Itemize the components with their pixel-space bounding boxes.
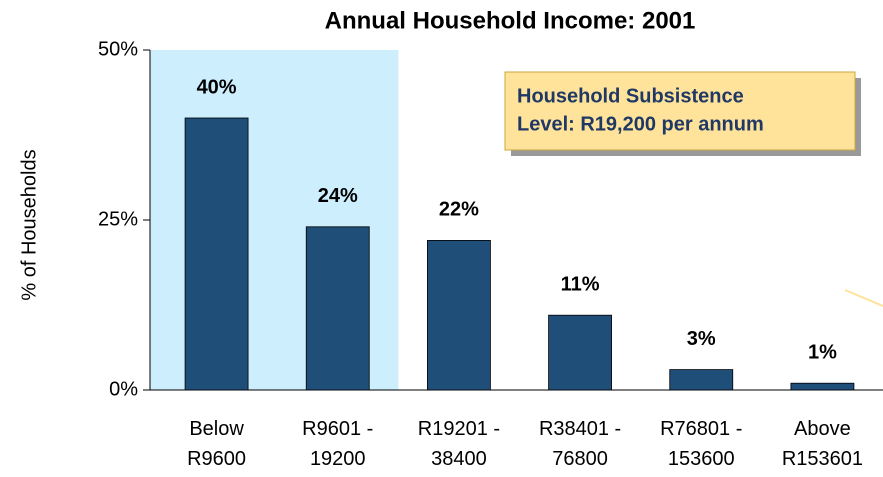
y-tick-label: 0% bbox=[109, 378, 138, 400]
data-label: 11% bbox=[561, 273, 600, 295]
x-tick-label: Above R153601 bbox=[782, 418, 863, 470]
annotation-box bbox=[504, 71, 856, 151]
bar bbox=[548, 314, 612, 391]
x-tick-label: R9601 -19200 bbox=[302, 418, 373, 470]
x-tick-label: R38401 -76800 bbox=[539, 418, 621, 470]
x-tick-label: Below R9600 bbox=[187, 418, 246, 470]
bar bbox=[427, 239, 491, 391]
data-label: 40% bbox=[197, 76, 237, 98]
bar bbox=[305, 226, 370, 391]
bar bbox=[790, 382, 855, 391]
data-label: 1% bbox=[808, 341, 837, 363]
data-label: 3% bbox=[687, 328, 716, 350]
y-tick-label: 25% bbox=[98, 208, 138, 230]
chart-title: Annual Household Income: 2001 bbox=[325, 7, 696, 34]
y-axis-label: % of Households bbox=[18, 149, 40, 300]
data-label: 24% bbox=[318, 185, 358, 207]
arrow bbox=[844, 289, 883, 307]
bar bbox=[669, 369, 734, 391]
bar bbox=[184, 117, 249, 391]
x-tick-label: R76801 -153600 bbox=[660, 418, 742, 470]
x-tick-label: R19201 -38400 bbox=[418, 418, 500, 470]
data-label: 22% bbox=[439, 199, 479, 221]
annotation-text: Level: R19,200 per annum bbox=[517, 113, 764, 135]
annotation-text: Household Subsistence bbox=[517, 85, 744, 107]
y-tick-label: 50% bbox=[98, 38, 138, 60]
